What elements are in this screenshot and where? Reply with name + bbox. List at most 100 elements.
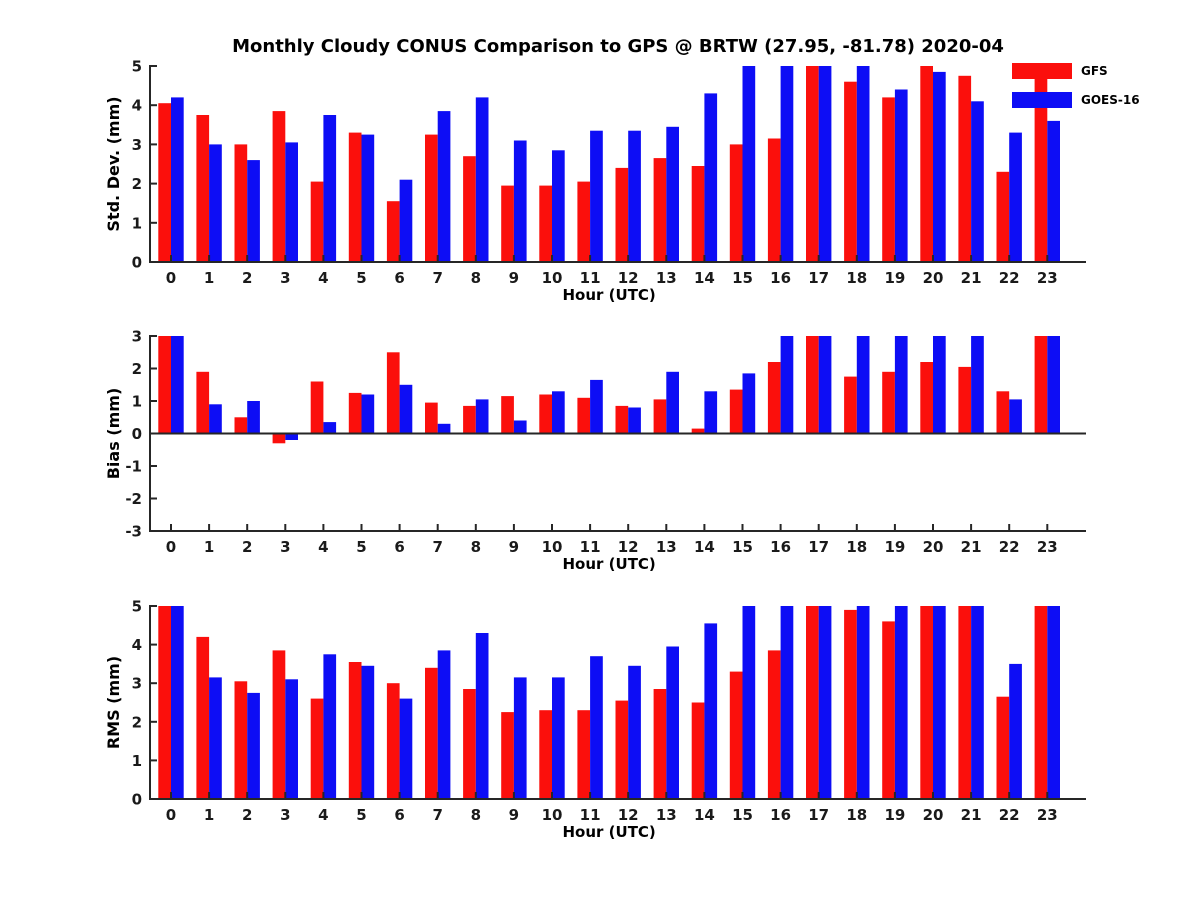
bar-goes16 [704, 623, 718, 799]
y-tick-label: 3 [132, 328, 142, 346]
bar-gfs [386, 352, 400, 434]
bar-gfs [882, 97, 895, 263]
x-tick-label: 19 [884, 269, 905, 287]
bar-goes16 [666, 371, 679, 434]
bar-goes16 [666, 646, 679, 799]
y-axis-title: Bias (mm) [104, 388, 123, 480]
bars-gfs [158, 606, 1048, 799]
bar-goes16 [247, 160, 260, 262]
bar-gfs [348, 392, 362, 434]
x-tick-label: 4 [318, 269, 328, 287]
legend-swatch-goes16 [1012, 92, 1072, 108]
bar-goes16 [285, 679, 298, 799]
bar-gfs [729, 389, 743, 434]
bar-gfs [844, 81, 857, 262]
bar-goes16 [437, 423, 451, 434]
x-tick-label: 11 [580, 538, 601, 556]
bar-goes16 [590, 130, 603, 262]
bar-goes16 [894, 606, 908, 799]
x-ticks: 0 1 2 3 4 5 6 7 8 9 10 11 12 13 14 15 16 17 18 19 20 21 22 23 [166, 792, 1058, 824]
legend-label-gfs: GFS [1081, 64, 1108, 78]
bar-goes16 [513, 677, 527, 799]
bar-goes16 [971, 101, 984, 262]
bar-goes16 [856, 336, 870, 434]
bar-goes16 [475, 399, 489, 434]
bar-goes16 [1009, 132, 1022, 262]
bar-goes16 [666, 126, 679, 262]
y-tick-label: 3 [132, 675, 142, 693]
x-tick-label: 16 [770, 269, 791, 287]
x-tick-label: 22 [999, 269, 1020, 287]
y-axis-title: RMS (mm) [104, 656, 123, 749]
x-tick-label: 12 [618, 269, 639, 287]
x-tick-label: 8 [471, 538, 481, 556]
x-ticks: 0 1 2 3 4 5 6 7 8 9 10 11 12 13 14 15 16 17 18 19 20 21 22 23 [166, 524, 1058, 556]
bar-gfs [348, 662, 362, 799]
x-tick-label: 15 [732, 806, 753, 824]
x-tick-label: 23 [1037, 806, 1058, 824]
bar-gfs [882, 621, 895, 799]
x-tick-label: 7 [432, 806, 442, 824]
bar-gfs [767, 650, 781, 799]
x-tick-label: 10 [542, 806, 563, 824]
x-tick-label: 4 [318, 538, 328, 556]
bar-goes16 [171, 97, 184, 263]
bar-gfs [653, 399, 667, 434]
bar-gfs [425, 134, 438, 262]
y-ticks: 0 1 2 3 4 5 [132, 598, 157, 809]
x-tick-label: 20 [923, 269, 944, 287]
bar-goes16 [780, 606, 794, 799]
x-tick-label: 8 [471, 806, 481, 824]
y-tick-label: 2 [132, 360, 142, 378]
bar-gfs [501, 396, 514, 434]
x-tick-label: 1 [204, 269, 214, 287]
bar-goes16 [323, 422, 337, 434]
x-tick-label: 12 [618, 806, 639, 824]
x-tick-label: 18 [846, 538, 867, 556]
bar-goes16 [552, 391, 565, 434]
bar-goes16 [323, 115, 337, 262]
x-tick-label: 18 [846, 269, 867, 287]
bar-gfs [920, 606, 933, 799]
bar-gfs [729, 671, 743, 799]
legend-swatch-gfs [1012, 63, 1072, 79]
bar-gfs [158, 606, 171, 799]
x-tick-label: 14 [694, 269, 715, 287]
x-axis-title: Hour (UTC) [563, 555, 656, 573]
bar-goes16 [971, 336, 984, 434]
x-tick-label: 17 [808, 806, 829, 824]
x-ticks: 0 1 2 3 4 5 6 7 8 9 10 11 12 13 14 15 16 17 18 19 20 21 22 23 [166, 255, 1058, 287]
bar-goes16 [590, 379, 603, 434]
bar-gfs [463, 405, 476, 434]
bar-goes16 [513, 420, 527, 434]
x-tick-label: 7 [432, 269, 442, 287]
bar-gfs [310, 381, 324, 434]
bar-goes16 [1047, 606, 1060, 799]
bar-goes16 [894, 89, 908, 262]
y-tick-label: 3 [132, 136, 142, 154]
bar-goes16 [437, 650, 451, 799]
bar-goes16 [475, 97, 489, 263]
x-tick-label: 2 [242, 538, 252, 556]
y-tick-label: 2 [132, 713, 142, 731]
bar-gfs [691, 166, 705, 262]
x-tick-label: 7 [432, 538, 442, 556]
x-tick-label: 16 [770, 538, 791, 556]
bar-goes16 [399, 179, 413, 262]
bar-gfs [196, 115, 210, 262]
bar-goes16 [171, 606, 184, 799]
bar-goes16 [171, 336, 184, 434]
bar-gfs [920, 66, 933, 262]
x-tick-label: 6 [394, 806, 404, 824]
x-tick-label: 3 [280, 269, 290, 287]
x-tick-label: 13 [656, 538, 677, 556]
x-tick-label: 23 [1037, 538, 1058, 556]
bar-gfs [767, 138, 781, 262]
bar-goes16 [247, 692, 260, 799]
bars-goes16 [171, 66, 1060, 263]
bar-gfs [425, 667, 438, 799]
x-tick-label: 20 [923, 806, 944, 824]
bar-gfs [691, 702, 705, 799]
x-tick-label: 9 [509, 269, 519, 287]
x-tick-label: 13 [656, 269, 677, 287]
